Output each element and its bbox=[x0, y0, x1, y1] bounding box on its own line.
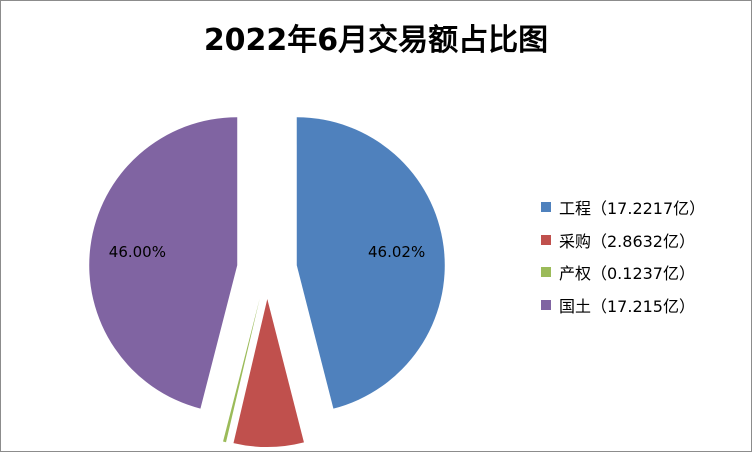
pie-slice-产权 bbox=[223, 298, 260, 443]
pie-slice-工程 bbox=[296, 117, 445, 409]
legend-swatch-采购 bbox=[541, 234, 551, 245]
legend-swatch-国土 bbox=[541, 299, 551, 310]
chart-legend: 工程（17.2217亿） 采购（2.8632亿） 产权（0.1237亿） 国土（… bbox=[541, 191, 705, 321]
legend-item-产权: 产权（0.1237亿） bbox=[541, 256, 705, 289]
legend-swatch-产权 bbox=[541, 267, 551, 278]
pie-slice-采购 bbox=[233, 298, 304, 447]
legend-label-产权: 产权（0.1237亿） bbox=[559, 264, 695, 284]
legend-label-工程: 工程（17.2217亿） bbox=[559, 199, 706, 219]
data-label-工程: 46.02% bbox=[368, 243, 425, 261]
pie-slice-国土 bbox=[89, 117, 238, 409]
legend-item-工程: 工程（17.2217亿） bbox=[541, 191, 705, 224]
legend-swatch-工程 bbox=[541, 202, 551, 213]
data-label-国土: 46.00% bbox=[109, 243, 166, 261]
legend-label-国土: 国土（17.215亿） bbox=[559, 296, 695, 316]
data-label-产权: 0.33% bbox=[186, 450, 234, 451]
legend-item-采购: 采购（2.8632亿） bbox=[541, 224, 705, 257]
chart-title: 2022年6月交易额占比图 bbox=[203, 23, 549, 58]
legend-item-国土: 国土（17.215亿） bbox=[541, 289, 705, 322]
legend-label-采购: 采购（2.8632亿） bbox=[559, 231, 695, 251]
